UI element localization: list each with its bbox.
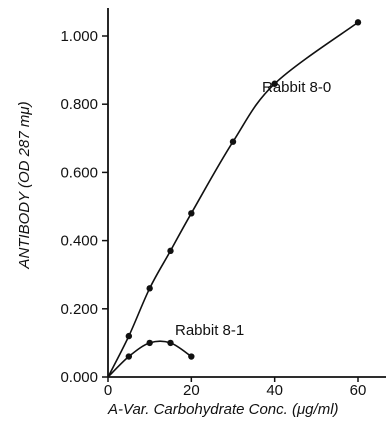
data-point — [167, 339, 174, 347]
axes — [107, 8, 386, 378]
x-tick-label: 40 — [266, 382, 283, 399]
y-tick-label: 0.800 — [60, 96, 98, 113]
x-tick-label: 20 — [183, 382, 200, 399]
x-tick-label: 60 — [350, 382, 367, 399]
data-point — [146, 339, 153, 347]
x-ticks: 0 20 40 60 — [104, 377, 367, 399]
y-axis-title: ANTIBODY (OD 287 mμ) — [16, 101, 33, 269]
data-point — [125, 332, 133, 340]
y-tick-label: 0.200 — [60, 301, 98, 318]
x-axis-title: A-Var. Carbohydrate Conc. (μg/ml) — [107, 401, 339, 418]
data-point — [354, 19, 362, 26]
y-tick-label: 0.600 — [60, 164, 98, 181]
data-point — [188, 353, 195, 360]
y-tick-label: 0.400 — [60, 233, 98, 250]
series-label-rabbit-8-1: Rabbit 8-1 — [175, 322, 244, 339]
data-point — [188, 210, 195, 217]
series-line-1 — [107, 340, 192, 378]
y-ticks: 0.000 0.200 0.400 0.600 0.800 1.000 — [60, 28, 108, 386]
y-tick-label: 1.000 — [60, 28, 98, 45]
data-point — [167, 247, 174, 255]
series-points — [125, 19, 362, 360]
y-tick-label: 0.000 — [60, 369, 98, 386]
x-tick-label: 0 — [104, 382, 112, 399]
data-point — [125, 353, 133, 360]
series-label-rabbit-8-0: Rabbit 8-0 — [262, 79, 331, 96]
data-point — [229, 138, 237, 145]
data-point — [146, 285, 153, 292]
data-point — [271, 80, 278, 87]
